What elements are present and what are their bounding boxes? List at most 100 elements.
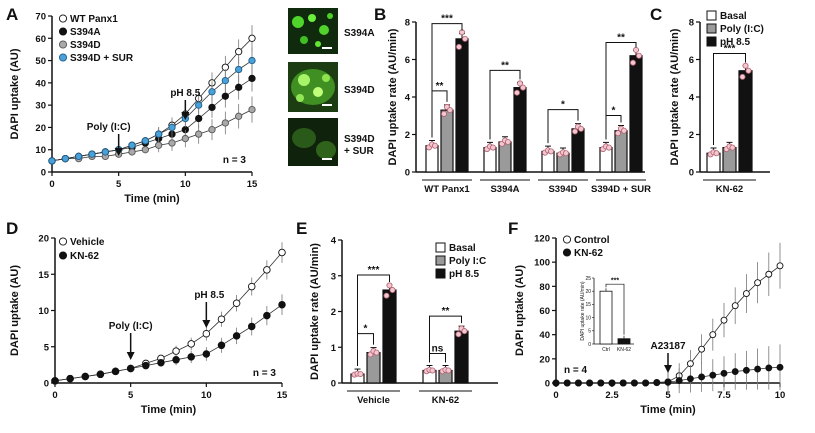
panel-a-legend-label: S394D (70, 40, 101, 51)
panel-f-annotation: A23187 (650, 341, 685, 352)
panel-d-point (66, 374, 74, 383)
panel-e-significance-label: ** (442, 306, 450, 317)
panel-b-replicate-dot (440, 110, 447, 117)
panel-e-category-label: KN-62 (432, 395, 459, 406)
panel-d-series-line (54, 304, 283, 382)
panel-a-point (248, 105, 256, 114)
panel-f-point (642, 379, 650, 387)
panel-d-legend-label: Vehicle (70, 237, 105, 248)
panel-a-annotation: Poly (I:C) (87, 122, 131, 133)
panel-d-point (278, 300, 286, 309)
panel-d-annotation: Poly (I:C) (109, 321, 153, 332)
panel-c-y-axis-label: DAPI uptake rate (AU/min) (669, 28, 681, 165)
panel-e-replicate-dot (383, 292, 390, 299)
panel-f-inset-category-label: Ctrl (602, 347, 610, 353)
panel-f-point (709, 331, 717, 339)
panel-d-point (202, 329, 211, 338)
micrograph-s394a (288, 8, 338, 54)
panel-e-replicate-dot (455, 331, 462, 338)
panel-d-legend-label: KN-62 (70, 251, 99, 262)
panel-d-x-tick-label: 0 (52, 390, 57, 401)
panel-b-replicate-dot (514, 89, 521, 96)
panel-e-legend-swatch (435, 255, 446, 266)
panel-b-category-label: WT Panx1 (424, 184, 470, 195)
panel-a-legend-marker (58, 53, 68, 62)
panel-d-point (263, 266, 271, 274)
panel-f-y-tick-label: 40 (539, 330, 550, 341)
panel-a-point (88, 150, 96, 158)
panel-e-bar (454, 330, 469, 384)
panel-a-point (155, 141, 163, 149)
panel-label-E: E (296, 219, 307, 238)
panel-f-x-axis-label: Time (min) (640, 404, 696, 416)
panel-f-point (630, 379, 638, 387)
panel-a-point (48, 157, 56, 165)
panel-b-y-tick-label: 2 (405, 130, 410, 141)
panel-d-x-tick-label: 10 (201, 390, 212, 401)
panel-b-replicate-dot (606, 144, 613, 151)
panel-d-arrow-head (126, 352, 135, 360)
panel-b-replicate-dot (578, 125, 585, 132)
panel-f-x-tick-label: 7.5 (717, 390, 731, 401)
panel-b-bar (629, 55, 643, 173)
panel-b-significance-bracket (605, 42, 637, 140)
panel-b-significance-label: *** (441, 14, 453, 25)
panel-f-point (664, 378, 672, 386)
panel-e-y-tick-label: 3 (331, 271, 336, 282)
panel-f-legend-marker (562, 235, 572, 244)
panel-f-point (698, 373, 706, 381)
panel-b-significance-bracket (431, 23, 463, 138)
panel-e-legend-label: Basal (449, 243, 476, 254)
panel-d-point (217, 341, 226, 350)
panel-e-significance-bracket (429, 315, 462, 363)
panel-f-arrow-head (664, 365, 672, 373)
panel-d-point (51, 377, 59, 385)
panel-f-point (709, 371, 717, 379)
panel-d-annotation: pH 8.5 (194, 290, 224, 301)
panel-a-y-tick-label: 10 (35, 145, 46, 156)
panel-d-legend-marker (58, 251, 68, 260)
panel-a-x-tick-label: 0 (49, 179, 54, 190)
panel-b-bar (513, 87, 527, 173)
panel-label-F: F (508, 219, 518, 238)
panel-c-replicate-dot (713, 150, 720, 157)
panel-a-point (141, 137, 149, 145)
panel-label-C: C (650, 5, 662, 24)
panel-d-y-tick-label: 20 (38, 234, 49, 245)
panel-a-point (195, 101, 203, 109)
panel-a-point (248, 56, 256, 65)
panel-c-legend-label: Basal (720, 11, 747, 22)
panel-f-inset-bar (599, 290, 613, 345)
panel-c-legend-swatch (706, 10, 717, 21)
panel-f-point (720, 316, 728, 324)
panel-d-point (126, 364, 135, 373)
panel-d-point (142, 361, 150, 370)
panel-f-y-tick-label: 100 (534, 258, 550, 269)
panel-label-A: A (6, 5, 18, 24)
panel-a-point (168, 139, 176, 147)
panel-b-significance-label: * (612, 106, 616, 117)
panel-f-point (597, 379, 605, 387)
panel-f-point (765, 270, 773, 278)
panel-e-significance-label: * (364, 324, 368, 335)
micrograph-s394d (288, 62, 338, 112)
panel-a-legend-label: S394D + SUR (70, 53, 134, 64)
panel-f-x-tick-label: 10 (775, 390, 786, 401)
panel-d-point (202, 350, 211, 358)
panel-f-inset-category-label: KN-62 (617, 347, 631, 353)
panel-a-point (221, 76, 229, 85)
panel-a-y-tick-label: 60 (35, 34, 46, 45)
panel-b-bar (614, 130, 628, 173)
panel-e-replicate-dot (389, 287, 396, 294)
panel-d-point (157, 358, 165, 367)
panel-a-legend-marker (58, 14, 68, 23)
panel-b-replicate-dot (572, 128, 579, 135)
panel-d-arrow-head (202, 320, 211, 328)
panel-f-point (552, 379, 560, 387)
panel-d-point (172, 347, 180, 355)
panel-d-x-tick-label: 5 (128, 390, 134, 401)
panel-f-legend-label: KN-62 (574, 248, 603, 259)
panel-d-y-tick-label: 15 (38, 270, 49, 281)
panel-a-point (248, 74, 256, 83)
panel-a-legend-label: WT Panx1 (70, 14, 118, 25)
